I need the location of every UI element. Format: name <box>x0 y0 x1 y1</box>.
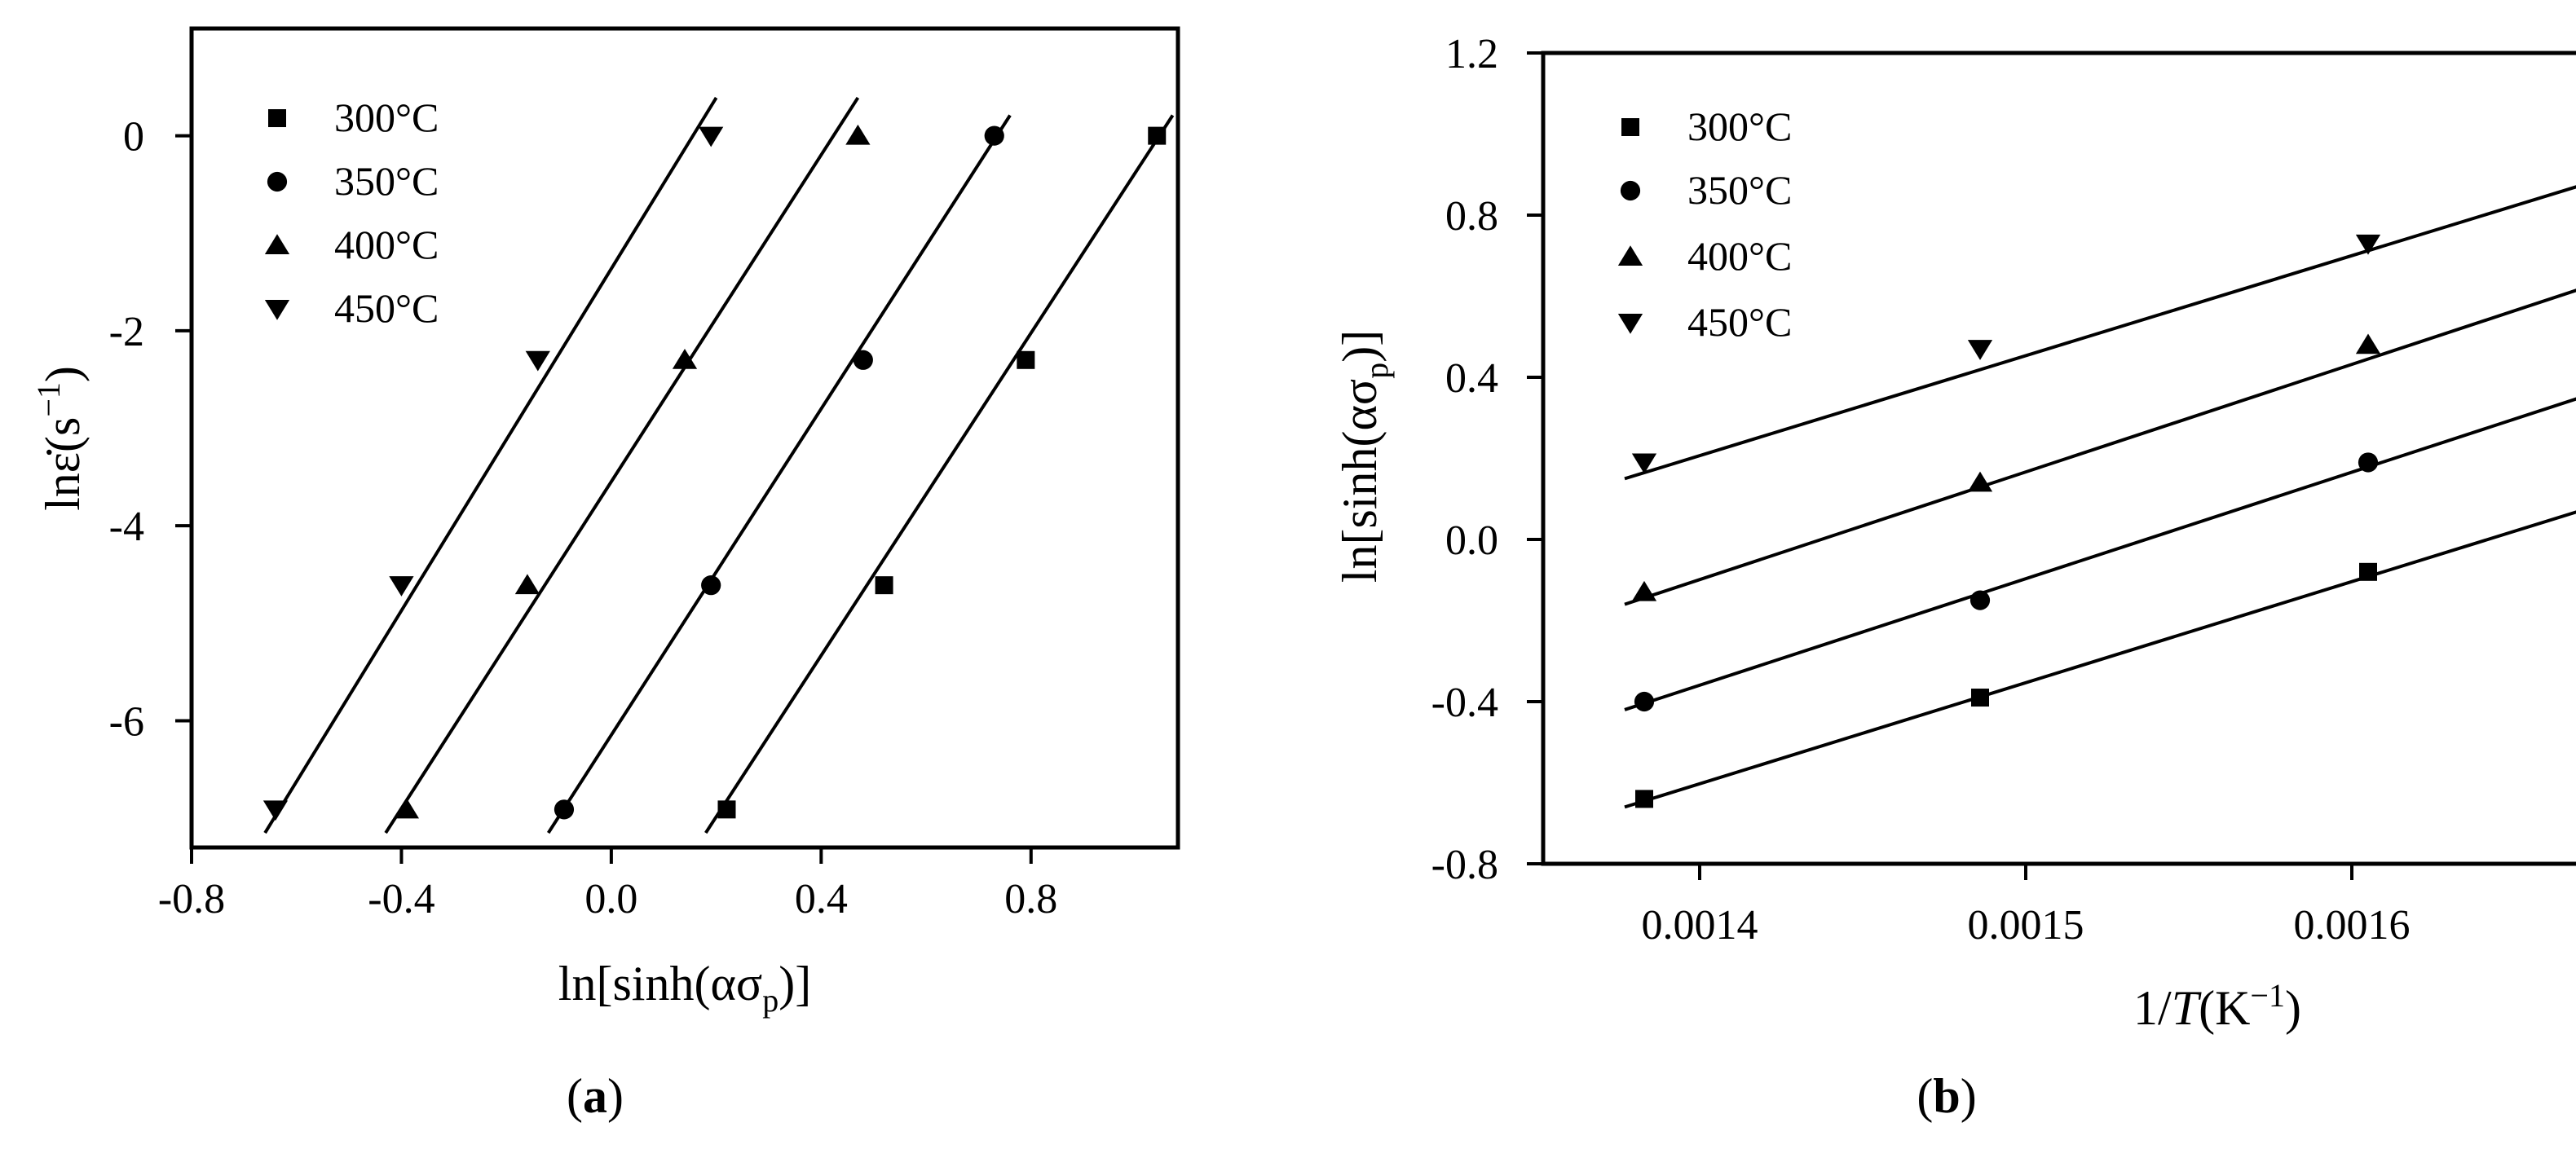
fit-line-circle <box>1624 397 2576 711</box>
data-point-triangle-up <box>394 798 420 819</box>
data-point-triangle-up <box>672 349 698 369</box>
y-tick-label: 1.2 <box>1445 31 1498 77</box>
y-tick-label: -0.8 <box>1431 842 1498 888</box>
legend-label-400: 400°C <box>1687 233 1792 279</box>
y-tick-label: -4 <box>109 504 144 550</box>
y-tick-label: 0.0 <box>1445 517 1498 564</box>
legend-label-300: 300°C <box>334 95 439 140</box>
x-tick-label: 0.4 <box>795 876 848 922</box>
legend-b: 300°C 350°C 400°C 450°C <box>1617 103 1792 345</box>
legend-a: 300°C 350°C 400°C 450°C <box>264 95 439 331</box>
legend-marker-square <box>1621 118 1639 136</box>
fit-line-triangle-down <box>263 96 718 834</box>
ticks-b: 0.00140.00150.00160.0017-0.8-0.40.00.40.… <box>1431 31 2411 949</box>
data-point-square <box>875 576 893 595</box>
legend-label-450: 450°C <box>334 285 439 331</box>
legend-marker-triangle-down <box>264 300 290 320</box>
data-point-square <box>1017 350 1035 369</box>
fit-line-triangle-up <box>1624 288 2576 606</box>
data-point-triangle-up <box>845 124 871 145</box>
legend-marker-triangle-down <box>1617 314 1643 334</box>
x-axis-title-b: 1/T(K−1) <box>2133 977 2301 1035</box>
data-point-triangle-down <box>389 576 414 597</box>
data-point-triangle-down <box>699 126 724 147</box>
legend-marker-triangle-up <box>1617 245 1643 266</box>
data-point-circle <box>701 575 721 596</box>
y-tick-label: 0 <box>123 114 144 161</box>
data-points-b <box>1631 234 2381 808</box>
y-tick-label: -6 <box>109 698 144 745</box>
x-tick-label: 0.0015 <box>1968 902 2084 949</box>
fit-line-triangle-down <box>1624 185 2576 481</box>
fit-lines-b <box>1624 185 2576 809</box>
y-axis-title-b: ln[sinh(ασp)] <box>1333 330 1395 583</box>
data-point-triangle-down <box>262 800 289 821</box>
legend-label-450: 450°C <box>1687 299 1792 345</box>
y-axis-title-a: lnε̇(s−1) <box>30 366 90 511</box>
legend-marker-circle <box>1620 180 1641 201</box>
legend-label-350: 350°C <box>334 158 439 204</box>
legend-marker-triangle-up <box>264 234 290 254</box>
data-point-triangle-up <box>1631 580 1657 601</box>
x-tick-label: 0.0014 <box>1642 902 1758 949</box>
fit-line-circle <box>546 114 1012 834</box>
fit-line-square <box>1624 510 2576 809</box>
data-point-square <box>717 800 736 819</box>
data-point-circle <box>1634 691 1655 712</box>
y-tick-label: 0.4 <box>1445 355 1498 402</box>
x-tick-label: 0.8 <box>1004 876 1057 922</box>
data-points-a <box>262 124 1167 821</box>
legend-label-400: 400°C <box>334 222 439 267</box>
y-tick-label: -2 <box>109 309 144 355</box>
legend-label-300: 300°C <box>1687 103 1792 149</box>
data-point-triangle-up <box>1967 471 1993 492</box>
panel-label-b: (b) <box>1917 1069 1976 1123</box>
data-point-square <box>1148 126 1167 145</box>
panel-b: 0.00140.00150.00160.0017-0.8-0.40.00.40.… <box>1333 31 2576 1123</box>
data-point-square <box>2359 562 2377 581</box>
x-tick-label: -0.4 <box>368 876 434 922</box>
legend-markers-b <box>1617 118 1643 334</box>
x-tick-label: 0.0 <box>584 876 637 922</box>
data-point-circle <box>853 350 873 370</box>
fit-lines-a <box>263 96 1175 834</box>
data-point-triangle-down <box>1631 453 1657 474</box>
data-point-triangle-up <box>514 574 540 595</box>
y-tick-label: -0.4 <box>1431 680 1498 726</box>
fit-line-square <box>704 114 1175 834</box>
data-point-circle <box>1969 590 1991 610</box>
data-point-circle <box>554 799 575 820</box>
data-point-triangle-down <box>2355 234 2381 255</box>
plot-frame-a <box>189 26 1180 850</box>
data-point-triangle-down <box>525 350 550 372</box>
legend-marker-circle <box>267 171 288 192</box>
fit-line-triangle-up <box>384 96 860 834</box>
x-tick-label: 0.0016 <box>2294 902 2411 949</box>
legend-marker-square <box>268 109 286 127</box>
x-axis-title-a: ln[sinh(ασp)] <box>558 957 811 1019</box>
legend-label-350: 350°C <box>1687 167 1792 213</box>
data-point-triangle-down <box>1967 340 1993 360</box>
data-point-circle <box>2358 452 2379 473</box>
x-tick-label: -0.8 <box>158 876 225 922</box>
data-point-square <box>1971 689 1989 707</box>
y-tick-label: 0.8 <box>1445 193 1498 240</box>
panel-a: -0.8 -0.4 0.0 0.4 0.8 -6 -4 -2 0 300°C 350°C 400… <box>30 26 1180 1123</box>
panel-label-a: (a) <box>567 1069 624 1123</box>
ticks-a: -0.8 -0.4 0.0 0.4 0.8 -6 -4 -2 0 <box>109 114 1058 922</box>
plot-frame-b <box>1541 51 2576 866</box>
legend-markers-a <box>264 109 290 320</box>
data-point-triangle-up <box>2355 333 2381 354</box>
data-point-circle <box>984 125 1004 146</box>
data-point-square <box>1635 790 1653 808</box>
